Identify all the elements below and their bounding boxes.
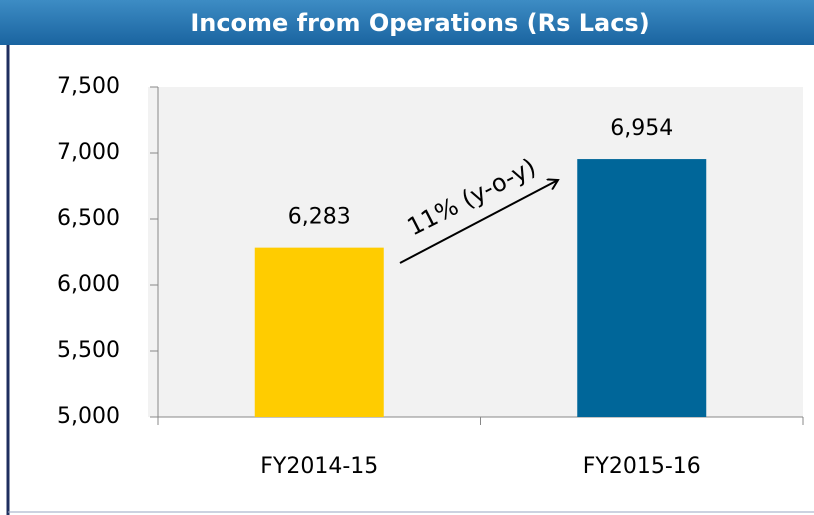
y-tick-label: 6,000 bbox=[57, 272, 120, 297]
y-tick-label: 7,500 bbox=[57, 74, 120, 99]
y-tick-label: 5,000 bbox=[57, 404, 120, 429]
title-band bbox=[0, 0, 814, 45]
x-tick-label: FY2015-16 bbox=[583, 454, 701, 479]
bar bbox=[254, 247, 384, 417]
y-tick-label: 7,000 bbox=[57, 140, 120, 165]
value-label: 6,283 bbox=[288, 205, 351, 230]
bar bbox=[577, 159, 707, 417]
y-tick-label: 6,500 bbox=[57, 206, 120, 231]
arrow bbox=[399, 180, 558, 264]
chart-title: Income from Operations (Rs Lacs) bbox=[190, 9, 649, 37]
x-tick-label: FY2014-15 bbox=[260, 454, 378, 479]
value-label: 6,954 bbox=[610, 116, 673, 141]
y-tick-label: 5,500 bbox=[57, 338, 120, 363]
